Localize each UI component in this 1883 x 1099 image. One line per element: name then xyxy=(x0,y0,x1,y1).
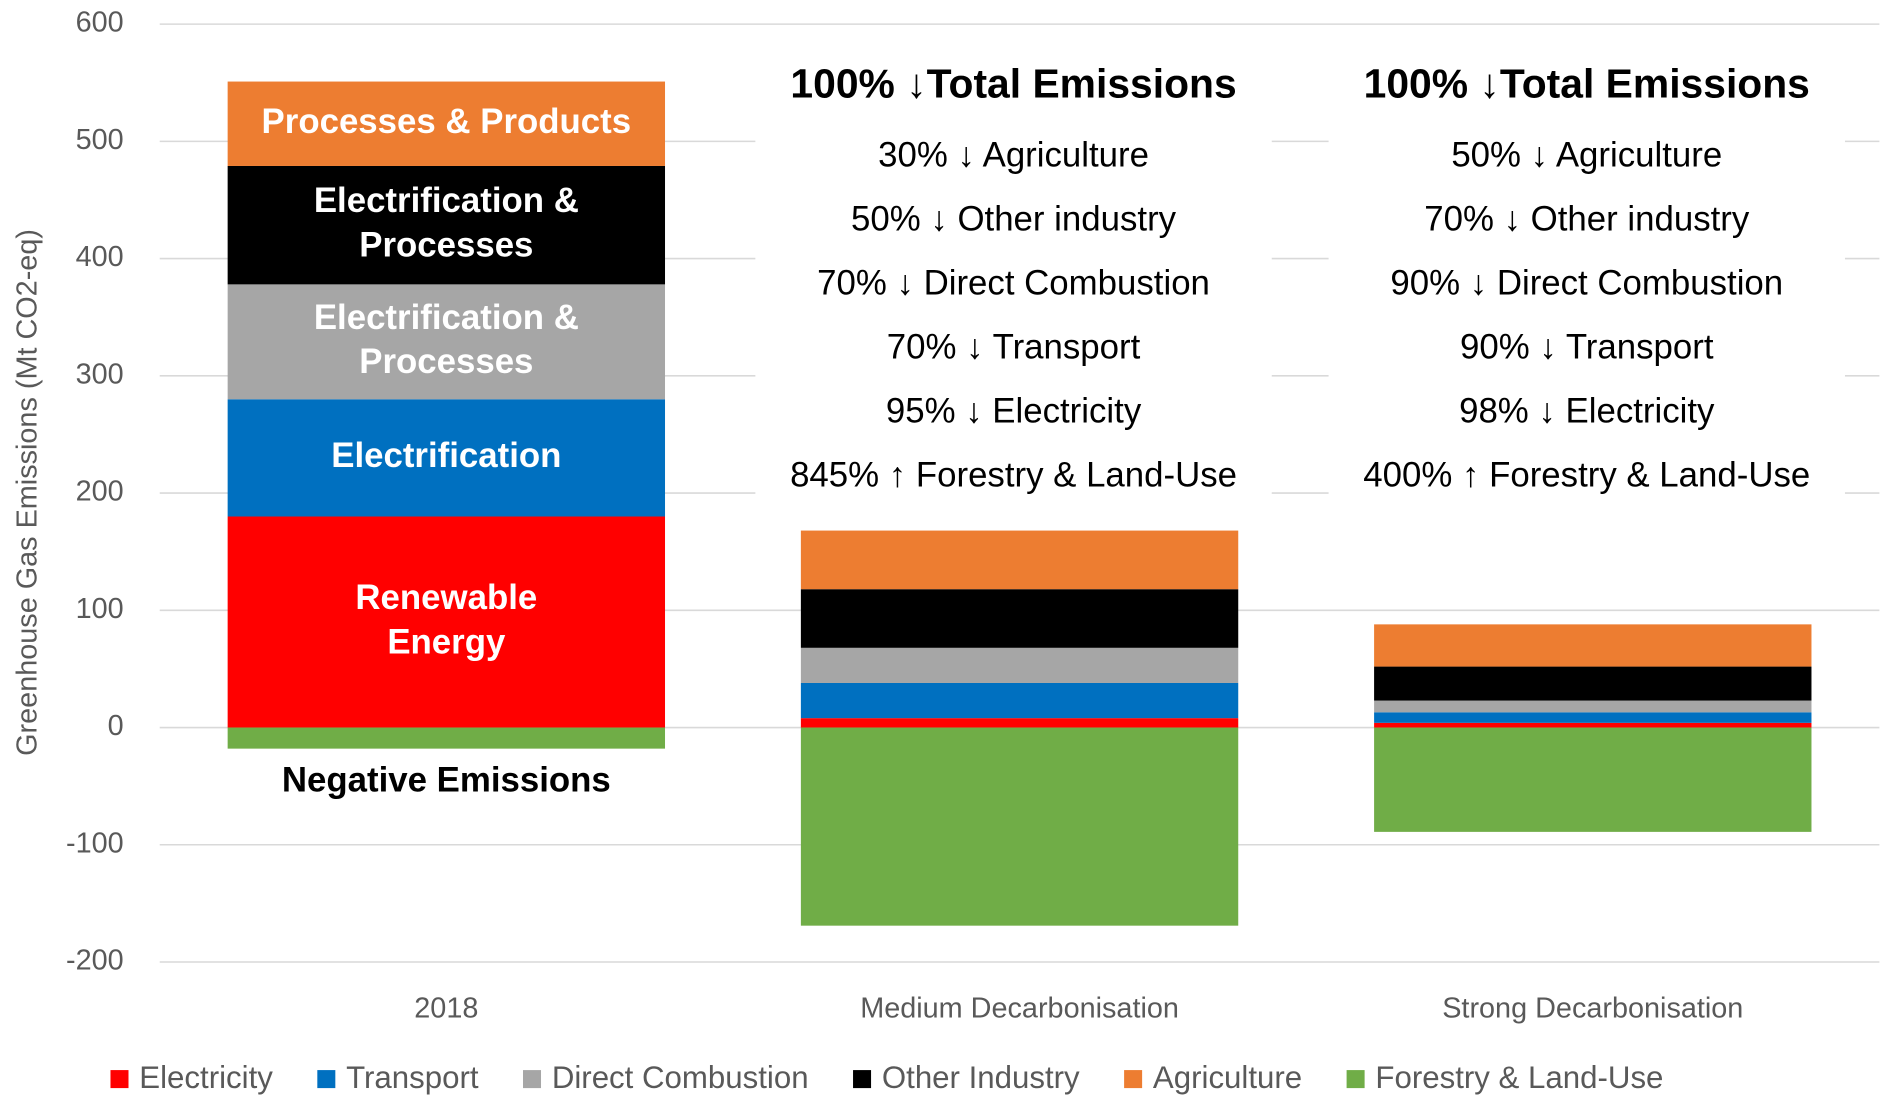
bar-segment xyxy=(800,727,1239,926)
segment-label: Processes xyxy=(359,226,533,265)
segment-label: Electrification & xyxy=(314,181,579,220)
segment-label: Electrification xyxy=(331,436,561,475)
note-line: 845% ↑ Forestry & Land-Use xyxy=(790,456,1237,495)
note-line: 50% ↓ Agriculture xyxy=(1451,136,1722,175)
bar-segment xyxy=(1374,727,1812,832)
bar-segment xyxy=(227,727,666,749)
bar-segment xyxy=(227,284,666,400)
note-line: 95% ↓ Electricity xyxy=(886,392,1142,431)
legend-marker xyxy=(523,1070,542,1089)
bar-segment xyxy=(1374,624,1812,667)
segment-label: Electrification & xyxy=(314,298,579,337)
legend-marker xyxy=(1124,1070,1143,1089)
bar-segment xyxy=(800,682,1239,719)
legend-marker xyxy=(853,1070,872,1089)
note-line: 70% ↓ Other industry xyxy=(1424,200,1750,239)
legend-marker xyxy=(110,1070,129,1089)
y-tick-label: 0 xyxy=(108,710,124,742)
note-line: 90% ↓ Transport xyxy=(1460,328,1714,367)
bar-segment xyxy=(227,165,666,285)
bar-segment xyxy=(800,718,1239,728)
segment-label: Processes & Products xyxy=(262,102,632,141)
note-title: 100% ↓Total Emissions xyxy=(790,60,1236,106)
segment-label: Processes xyxy=(359,342,533,381)
note-background xyxy=(1328,48,1845,511)
note-line: 70% ↓ Transport xyxy=(887,328,1141,367)
y-tick-label: -100 xyxy=(66,827,124,859)
x-tick-label: Strong Decarbonisation xyxy=(1442,993,1743,1025)
y-tick-label: 300 xyxy=(76,358,124,390)
bar-segment xyxy=(1374,666,1812,701)
legend-label: Transport xyxy=(346,1060,479,1095)
note-line: 70% ↓ Direct Combustion xyxy=(817,264,1210,303)
note-line: 50% ↓ Other industry xyxy=(851,200,1177,239)
bar-segment xyxy=(227,516,666,728)
y-tick-label: 100 xyxy=(76,593,124,625)
legend-label: Agriculture xyxy=(1153,1060,1302,1095)
note-line: 400% ↑ Forestry & Land-Use xyxy=(1363,456,1810,495)
legend-label: Electricity xyxy=(139,1060,273,1095)
bar-segment xyxy=(227,399,666,517)
bar-segment xyxy=(1374,700,1812,713)
bar-segment xyxy=(800,530,1239,590)
y-tick-label: 400 xyxy=(76,241,124,273)
note-background xyxy=(755,48,1272,511)
legend-marker xyxy=(317,1070,336,1089)
bar-segment xyxy=(800,589,1239,648)
segment-label: Energy xyxy=(387,622,506,661)
note-line: 90% ↓ Direct Combustion xyxy=(1390,264,1783,303)
bar-segment xyxy=(1374,722,1812,728)
legend-label: Forestry & Land-Use xyxy=(1375,1060,1663,1095)
y-tick-label: 500 xyxy=(76,124,124,156)
legend-label: Direct Combustion xyxy=(552,1060,809,1095)
y-tick-label: 200 xyxy=(76,476,124,508)
x-tick-label: 2018 xyxy=(414,993,478,1025)
y-axis-label: Greenhouse Gas Emissions (Mt CO2-eq) xyxy=(11,229,43,756)
legend-marker xyxy=(1346,1070,1365,1089)
bar-segment xyxy=(227,81,666,166)
x-tick-label: Medium Decarbonisation xyxy=(860,993,1179,1025)
note-line: 98% ↓ Electricity xyxy=(1459,392,1715,431)
y-tick-label: 600 xyxy=(76,7,124,39)
bar-segment xyxy=(800,647,1239,683)
y-tick-label: -200 xyxy=(66,945,124,977)
bar-segment xyxy=(1374,712,1812,723)
legend-label: Other Industry xyxy=(882,1060,1080,1095)
segment-label: Negative Emissions xyxy=(282,760,611,799)
segment-label: Renewable xyxy=(355,578,537,617)
note-line: 30% ↓ Agriculture xyxy=(878,136,1149,175)
note-title: 100% ↓Total Emissions xyxy=(1364,60,1810,106)
